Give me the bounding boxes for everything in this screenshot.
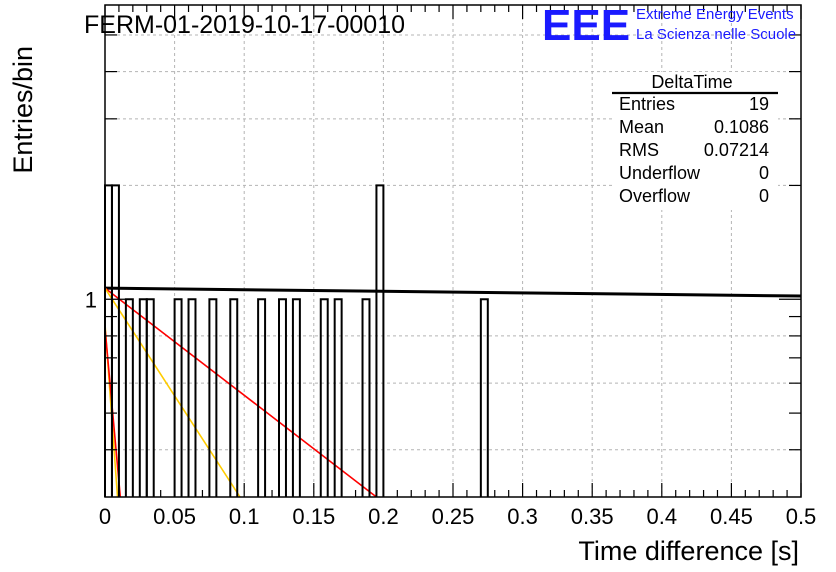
stats-row-label: Mean: [619, 117, 664, 137]
histogram-bar: [319, 298, 329, 497]
histogram-bar: [208, 298, 218, 497]
stats-row-value: 0: [759, 163, 769, 183]
histogram-bar: [361, 298, 371, 497]
x-tick-label: 0.45: [710, 504, 753, 529]
stats-row-label: RMS: [619, 140, 659, 160]
x-tick-label: 0.3: [507, 504, 538, 529]
histogram-bar: [375, 184, 385, 497]
fit-curves: [104, 286, 802, 498]
x-tick-label: 0.15: [292, 504, 335, 529]
fit-curve: [104, 287, 377, 498]
histogram-bar: [124, 298, 134, 497]
stats-title: DeltaTime: [651, 72, 732, 92]
x-tick-label: 0.5: [786, 504, 817, 529]
histogram-bars: [104, 184, 489, 497]
stats-box-background: [612, 72, 778, 210]
x-tick-label: 0.4: [647, 504, 678, 529]
stats-row-value: 0.1086: [714, 117, 769, 137]
stats-row-value: 0: [759, 186, 769, 206]
x-tick-label: 0.2: [368, 504, 399, 529]
y-tick-label: 1: [85, 287, 97, 312]
x-tick-label: 0.25: [432, 504, 475, 529]
stats-row-value: 0.07214: [704, 140, 769, 160]
brand-line-1: Extreme Energy Events: [636, 6, 794, 23]
stats-row-label: Overflow: [619, 186, 691, 206]
histogram-bar: [187, 298, 197, 497]
stats-row-value: 19: [749, 94, 769, 114]
brand-line-2: La Scienza nelle Scuole: [636, 26, 796, 43]
histogram-bar: [257, 298, 267, 497]
stats-box: DeltaTime Entries 19 Mean 0.1086 RMS 0.07214U…: [612, 72, 778, 210]
histogram-bar: [291, 298, 301, 497]
histogram-bar: [333, 298, 343, 497]
fit-curve: [104, 286, 802, 298]
x-tick-label: 0.1: [229, 504, 260, 529]
histogram-bar: [278, 298, 287, 497]
x-tick-labels: 0 0.05 0.1 0.15 0.2 0.25 0.3 0.35 0.4 0.45 0.5: [99, 504, 816, 529]
plot-title: FERM-01-2019-10-17-00010: [84, 11, 405, 39]
x-tick-label: 0.35: [571, 504, 614, 529]
histogram-bar: [173, 298, 183, 497]
x-tick-label: 0: [99, 504, 111, 529]
y-tick-labels: 1: [85, 287, 97, 312]
y-axis-label: Entries/bin: [8, 46, 38, 174]
x-tick-label: 0.05: [153, 504, 196, 529]
stats-row-label: Entries: [619, 94, 675, 114]
x-axis-label: Time difference [s]: [578, 536, 799, 566]
histogram-bar: [479, 298, 489, 497]
histogram-bar: [229, 298, 239, 497]
fit-curve: [104, 287, 241, 498]
stats-row-label: Underflow: [619, 163, 701, 183]
eee-brand: EEE Extreme Energy Events La Scienza nel…: [542, 1, 796, 50]
histogram-bar: [138, 298, 148, 497]
histogram-bar: [145, 298, 155, 497]
axis-ticks: [104, 5, 802, 497]
eee-logo: EEE: [542, 1, 630, 50]
